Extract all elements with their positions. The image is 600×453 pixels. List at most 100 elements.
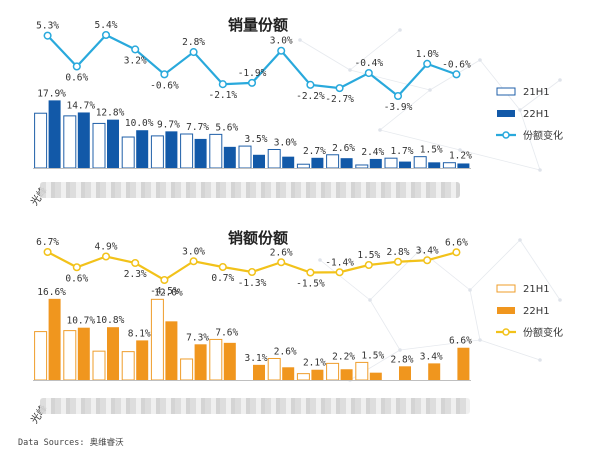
- bar-22h1: [282, 367, 295, 380]
- bar-21h1: [180, 133, 194, 169]
- bar-22h1: [136, 340, 149, 380]
- bar-21h1: [150, 298, 164, 381]
- line-data-label: 2.6%: [270, 247, 293, 258]
- obscured-category-labels-bottom: [40, 398, 470, 414]
- bar-21h1: [92, 350, 106, 381]
- bar-22h1: [107, 327, 119, 380]
- line-point: [306, 268, 315, 277]
- bar-21h1: [209, 133, 223, 169]
- bar-22h1: [136, 130, 149, 168]
- legend-swatch-21h1: [496, 284, 516, 293]
- bar-data-label: 2.4%: [361, 147, 384, 158]
- bar-22h1: [369, 158, 382, 168]
- legend-label-change: 份额变化: [523, 129, 563, 142]
- bar-22h1: [428, 363, 441, 380]
- legend-label-22h1: 22H1: [523, 109, 550, 120]
- background-network-pattern: [298, 28, 562, 382]
- bar-22h1: [165, 131, 178, 168]
- line-point: [423, 59, 432, 68]
- legend-label-21h1: 21H1: [523, 87, 550, 98]
- line-point: [247, 267, 257, 277]
- bar-data-label: 1.7%: [391, 146, 414, 157]
- line-data-label: -2.1%: [208, 90, 237, 101]
- bar-22h1: [457, 347, 470, 380]
- line-data-label: 3.2%: [124, 55, 147, 66]
- bar-22h1: [369, 372, 382, 380]
- bar-data-label: 7.7%: [186, 122, 209, 133]
- line-data-label: 0.7%: [211, 273, 234, 284]
- decor-line: [479, 59, 521, 111]
- bar-22h1: [340, 369, 353, 380]
- decor-line: [519, 239, 561, 301]
- bar-data-label: 16.6%: [37, 287, 66, 298]
- bar-data-label: 2.2%: [332, 351, 355, 362]
- bar-data-label: 3.4%: [420, 351, 443, 362]
- bar-21h1: [326, 362, 340, 381]
- decor-node: [368, 298, 372, 302]
- chart-title: 销量份额: [228, 16, 288, 34]
- line-point: [218, 80, 227, 89]
- line-data-label: -1.4%: [325, 257, 354, 268]
- bar-data-label: 10.7%: [66, 316, 95, 327]
- line-data-label: 2.3%: [124, 269, 147, 280]
- decor-line: [519, 109, 541, 171]
- bar-21h1: [326, 154, 340, 169]
- bar-22h1: [340, 158, 353, 168]
- decor-node: [398, 28, 402, 32]
- decor-line: [369, 249, 421, 301]
- line-point: [452, 248, 461, 257]
- line-point: [101, 252, 111, 261]
- line-point: [364, 260, 373, 270]
- decor-line: [469, 239, 521, 291]
- bar-21h1: [296, 163, 310, 169]
- line-data-label: -2.2%: [296, 91, 325, 102]
- obscured-category-labels-top: [40, 182, 460, 198]
- line-point: [160, 70, 169, 79]
- bar-data-label: 5.6%: [215, 122, 238, 133]
- line-data-label: 2.8%: [182, 37, 205, 48]
- line-point: [101, 30, 111, 40]
- legend-swatch-22h1: [497, 110, 515, 117]
- decor-node: [538, 168, 542, 172]
- decor-node: [538, 358, 542, 362]
- data-source-note: Data Sources: 奥维睿沃: [18, 438, 124, 448]
- bar-21h1: [63, 330, 77, 381]
- bar-22h1: [107, 119, 119, 168]
- bar-data-label: 12.0%: [154, 287, 183, 298]
- line-point: [247, 78, 257, 87]
- bar-22h1: [282, 156, 295, 168]
- decor-line: [459, 149, 541, 171]
- line-data-label: -0.6%: [150, 80, 179, 91]
- line-data-label: 3.0%: [182, 246, 205, 257]
- bar-data-label: 3.1%: [245, 353, 268, 364]
- line-point: [43, 31, 52, 40]
- bar-data-label: 1.5%: [361, 350, 384, 361]
- line-point: [335, 268, 344, 277]
- bar-22h1: [77, 327, 90, 380]
- sales-value-share-chart: 销额份额 16.6% 10.7% 10.8%8.1% 12.0% 7.3% 7.6% 3.1%…: [28, 229, 563, 426]
- line-data-label: -1.3%: [238, 278, 267, 289]
- decor-line: [349, 69, 431, 91]
- bar-22h1: [165, 321, 178, 380]
- legend-swatch-marker: [502, 131, 510, 139]
- bar-data-label: 2.6%: [332, 143, 355, 154]
- bar-21h1: [355, 361, 369, 381]
- decor-line: [319, 259, 371, 301]
- line-data-label: 5.3%: [36, 21, 59, 32]
- decor-line: [469, 289, 481, 341]
- bar-21h1: [267, 357, 281, 381]
- bar-22h1: [428, 162, 441, 168]
- line-data-label: -1.5%: [296, 279, 325, 290]
- bar-data-label: 9.7%: [157, 119, 180, 130]
- bar-22h1: [399, 161, 411, 168]
- bar-data-label: 10.0%: [125, 118, 154, 129]
- legend-label-21h1: 21H1: [523, 284, 550, 295]
- bar-data-label: 2.1%: [303, 358, 326, 369]
- line-data-label: 6.7%: [36, 237, 59, 248]
- line-data-label: 3.0%: [270, 36, 293, 47]
- bar-data-label: 10.8%: [96, 315, 125, 326]
- line-point: [72, 62, 81, 71]
- bar-data-label: 7.6%: [215, 327, 238, 338]
- bar-data-label: 2.6%: [274, 346, 297, 357]
